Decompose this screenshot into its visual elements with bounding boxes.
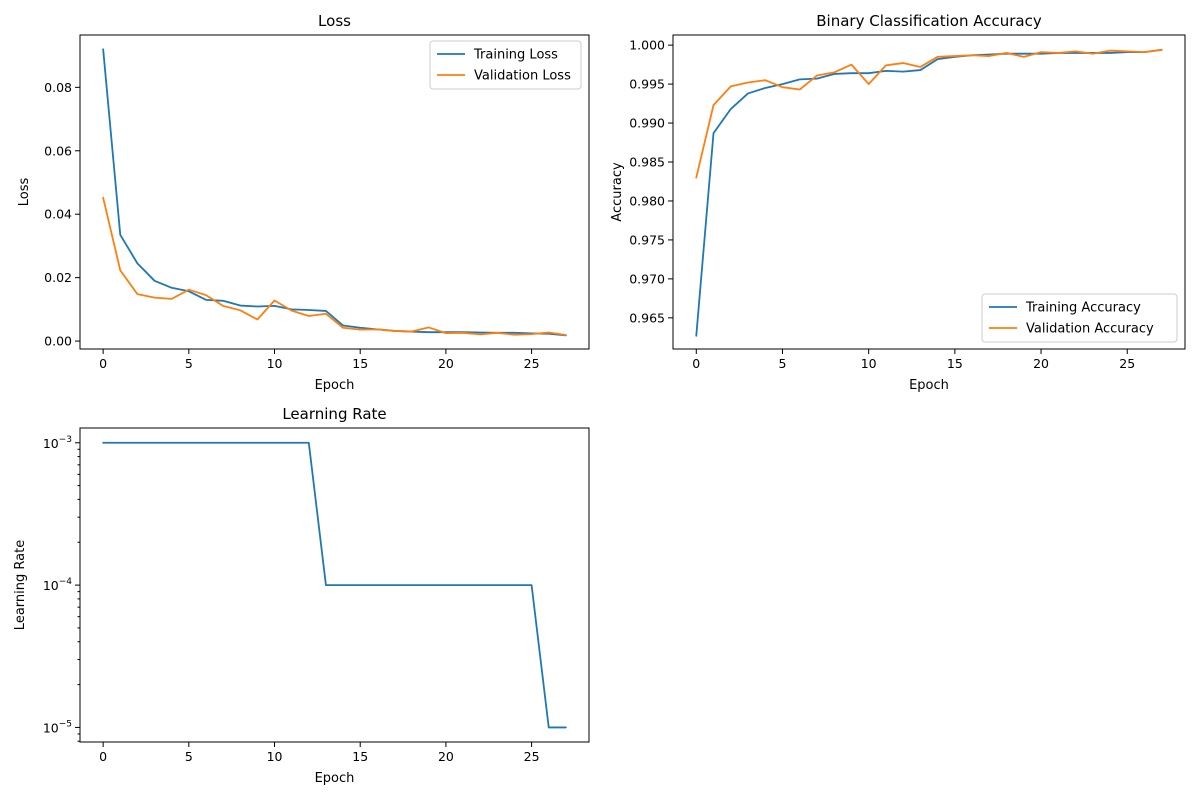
y-tick-label: 0.990 xyxy=(629,116,665,131)
y-tick-label: 0.04 xyxy=(44,207,72,222)
x-tick-label: 20 xyxy=(1033,356,1049,371)
y-axis-label: Learning Rate xyxy=(13,540,28,630)
y-tick-label: 1.000 xyxy=(629,38,665,53)
y-tick-label: 0.02 xyxy=(44,270,72,285)
x-tick-label: 15 xyxy=(352,749,368,764)
x-axis-label: Epoch xyxy=(315,378,355,393)
y-tick-label: 0.965 xyxy=(629,310,665,325)
y-axis-label: Accuracy xyxy=(610,162,625,222)
series-line-1 xyxy=(102,441,567,729)
y-axis-label: Loss xyxy=(17,178,32,207)
x-tick-label: 10 xyxy=(267,356,283,371)
y-tick-label: 0.995 xyxy=(629,77,665,92)
chart-title: Loss xyxy=(318,12,351,30)
x-tick-label: 25 xyxy=(524,356,540,371)
x-tick-label: 0 xyxy=(99,749,107,764)
y-tick-label: 10−5 xyxy=(43,719,72,735)
y-tick-label: 10−3 xyxy=(43,435,72,451)
y-tick-exponent: −4 xyxy=(59,577,73,587)
y-tick-label: 0.00 xyxy=(44,334,72,349)
legend-label: Training Accuracy xyxy=(1025,301,1141,316)
axes-frame xyxy=(79,427,590,743)
x-tick-label: 25 xyxy=(1119,356,1135,371)
chart-title: Binary Classification Accuracy xyxy=(816,12,1042,30)
y-tick-label: 0.08 xyxy=(44,80,72,95)
x-tick-label: 5 xyxy=(185,749,193,764)
x-tick-label: 5 xyxy=(185,356,193,371)
series-line-1 xyxy=(695,48,1163,337)
x-tick-label: 10 xyxy=(861,356,877,371)
legend-label: Validation Loss xyxy=(474,69,571,84)
chart-panel-2: 0 5 10 15 20 25 0.965 0.970 0.975 0.980 0.985 0.990… xyxy=(610,12,1186,393)
x-axis-label: Epoch xyxy=(315,771,355,786)
chart-title: Learning Rate xyxy=(282,405,386,423)
y-tick-base: 10 xyxy=(43,436,59,451)
x-tick-label: 5 xyxy=(778,356,786,371)
y-tick-label: 0.975 xyxy=(629,232,665,247)
y-tick-label: 10−4 xyxy=(43,577,72,593)
y-tick-base: 10 xyxy=(43,578,59,593)
y-tick-exponent: −3 xyxy=(59,435,72,445)
axes-frame xyxy=(672,34,1186,350)
legend: Training Loss Validation Loss xyxy=(429,40,582,90)
y-tick-base: 10 xyxy=(43,720,59,735)
y-tick-label: 0.06 xyxy=(44,143,72,158)
legend-label: Validation Accuracy xyxy=(1026,322,1154,337)
x-tick-label: 20 xyxy=(438,356,454,371)
legend-box xyxy=(429,40,582,90)
x-tick-label: 10 xyxy=(267,749,283,764)
chart-panel-1: 0 5 10 15 20 25 0.00 0.02 0.04 0.06 0.08 Loss Epoch L… xyxy=(17,12,590,393)
x-axis-label: Epoch xyxy=(909,378,949,393)
series-line-2 xyxy=(695,48,1163,179)
y-tick-exponent: −5 xyxy=(59,719,72,729)
x-tick-label: 0 xyxy=(692,356,700,371)
x-tick-label: 20 xyxy=(438,749,454,764)
y-tick-label: 0.970 xyxy=(629,271,665,286)
x-tick-label: 0 xyxy=(99,356,107,371)
x-tick-label: 25 xyxy=(524,749,540,764)
x-tick-label: 15 xyxy=(947,356,963,371)
y-tick-label: 0.980 xyxy=(629,193,665,208)
legend: Training Accuracy Validation Accuracy xyxy=(981,293,1178,343)
legend-label: Training Loss xyxy=(473,48,558,63)
legend-box xyxy=(981,293,1178,343)
series-line-2 xyxy=(102,196,567,336)
y-tick-label: 0.985 xyxy=(629,155,665,170)
series-line-1 xyxy=(102,48,567,337)
x-tick-label: 15 xyxy=(352,356,368,371)
axes-frame xyxy=(79,34,590,350)
